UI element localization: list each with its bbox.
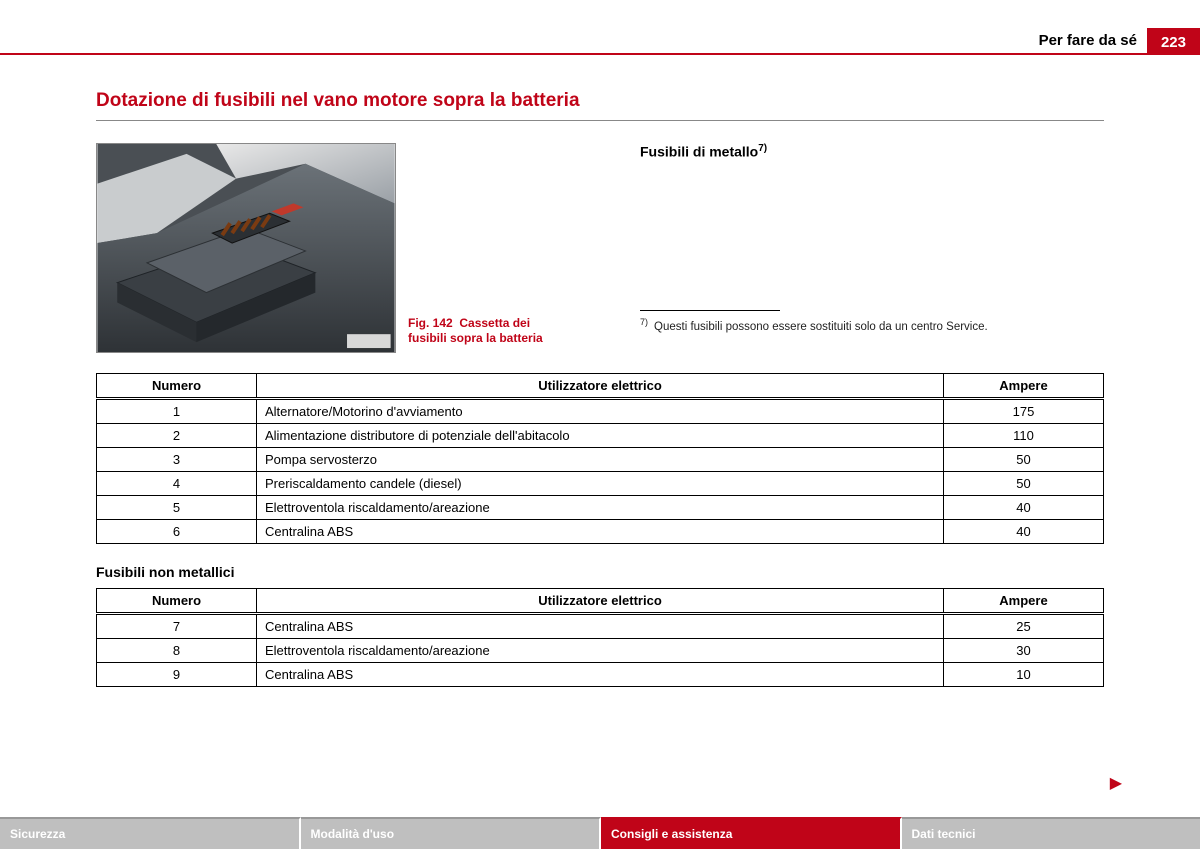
figure-image <box>96 143 396 353</box>
cell-numero: 1 <box>97 399 257 424</box>
cell-utilizzatore: Alternatore/Motorino d'avviamento <box>257 399 944 424</box>
footer-tab-dati-tecnici[interactable]: Dati tecnici <box>902 817 1200 849</box>
cell-ampere: 50 <box>944 448 1104 472</box>
figure-row: Fig. 142 Cassetta dei fusibili sopra la … <box>96 143 1104 353</box>
cell-numero: 3 <box>97 448 257 472</box>
metal-fuses-heading-sup: 7) <box>758 143 767 154</box>
table-row: 7Centralina ABS25 <box>97 614 1104 639</box>
cell-utilizzatore: Centralina ABS <box>257 520 944 544</box>
footnote-text: Questi fusibili possono essere sostituit… <box>654 320 988 332</box>
col-ampere: Ampere <box>944 589 1104 614</box>
cell-utilizzatore: Pompa servosterzo <box>257 448 944 472</box>
col-utilizzatore: Utilizzatore elettrico <box>257 374 944 399</box>
cell-utilizzatore: Centralina ABS <box>257 663 944 687</box>
cell-ampere: 40 <box>944 520 1104 544</box>
cell-numero: 8 <box>97 639 257 663</box>
footer-tab-modalit-d-uso[interactable]: Modalità d'uso <box>301 817 602 849</box>
cell-ampere: 110 <box>944 424 1104 448</box>
table-row: 8Elettroventola riscaldamento/areazione3… <box>97 639 1104 663</box>
footnote-rule <box>640 310 780 311</box>
cell-numero: 4 <box>97 472 257 496</box>
cell-ampere: 25 <box>944 614 1104 639</box>
cell-utilizzatore: Elettroventola riscaldamento/areazione <box>257 639 944 663</box>
cell-numero: 6 <box>97 520 257 544</box>
footer-tab-sicurezza[interactable]: Sicurezza <box>0 817 301 849</box>
figure-right-column: Fusibili di metallo7) 7)Questi fusibili … <box>640 143 1104 353</box>
metal-fuses-heading-text: Fusibili di metallo <box>640 144 758 160</box>
cell-ampere: 30 <box>944 639 1104 663</box>
cell-ampere: 10 <box>944 663 1104 687</box>
table-row: 3Pompa servosterzo50 <box>97 448 1104 472</box>
col-numero: Numero <box>97 589 257 614</box>
cell-utilizzatore: Preriscaldamento candele (diesel) <box>257 472 944 496</box>
footer-tab-consigli-e-assistenza[interactable]: Consigli e assistenza <box>601 817 902 849</box>
footnote: 7) Questi fusibili possono essere sostitu… <box>640 317 1104 333</box>
cell-ampere: 175 <box>944 399 1104 424</box>
cell-utilizzatore: Alimentazione distributore di potenziale… <box>257 424 944 448</box>
cell-ampere: 50 <box>944 472 1104 496</box>
figure-label: Fig. 142 <box>408 316 453 330</box>
table-row: 5Elettroventola riscaldamento/areazione4… <box>97 496 1104 520</box>
continue-arrow-icon: ▶ <box>1110 773 1122 793</box>
engine-bay-illustration <box>97 144 395 352</box>
page-header: Per fare da sé 223 <box>0 28 1200 55</box>
metal-fuses-heading: Fusibili di metallo7) <box>640 143 1104 160</box>
table-row: 6 Centralina ABS40 <box>97 520 1104 544</box>
col-ampere: Ampere <box>944 374 1104 399</box>
page-number: 223 <box>1147 28 1200 55</box>
cell-numero: 5 <box>97 496 257 520</box>
table-row: 2Alimentazione distributore di potenzial… <box>97 424 1104 448</box>
fuse-table-nonmetal: Numero Utilizzatore elettrico Ampere 7Ce… <box>96 588 1104 687</box>
cell-numero: 7 <box>97 614 257 639</box>
header-rule <box>0 53 1029 55</box>
header-section-title: Per fare da sé <box>1029 32 1147 55</box>
col-utilizzatore: Utilizzatore elettrico <box>257 589 944 614</box>
table-row: 9Centralina ABS10 <box>97 663 1104 687</box>
figure-caption: Fig. 142 Cassetta dei fusibili sopra la … <box>408 316 568 353</box>
footer-tabs: SicurezzaModalità d'usoConsigli e assist… <box>0 817 1200 849</box>
cell-ampere: 40 <box>944 496 1104 520</box>
nonmetal-fuses-heading: Fusibili non metallici <box>96 564 1104 580</box>
cell-numero: 2 <box>97 424 257 448</box>
footnote-mark: 7) <box>640 317 648 327</box>
page-content: Dotazione di fusibili nel vano motore so… <box>96 90 1104 707</box>
table-row: 4Preriscaldamento candele (diesel)50 <box>97 472 1104 496</box>
col-numero: Numero <box>97 374 257 399</box>
fuse-table-metal: Numero Utilizzatore elettrico Ampere 1Al… <box>96 373 1104 544</box>
cell-numero: 9 <box>97 663 257 687</box>
cell-utilizzatore: Elettroventola riscaldamento/areazione <box>257 496 944 520</box>
cell-utilizzatore: Centralina ABS <box>257 614 944 639</box>
table-row: 1Alternatore/Motorino d'avviamento175 <box>97 399 1104 424</box>
page-title: Dotazione di fusibili nel vano motore so… <box>96 90 1104 121</box>
